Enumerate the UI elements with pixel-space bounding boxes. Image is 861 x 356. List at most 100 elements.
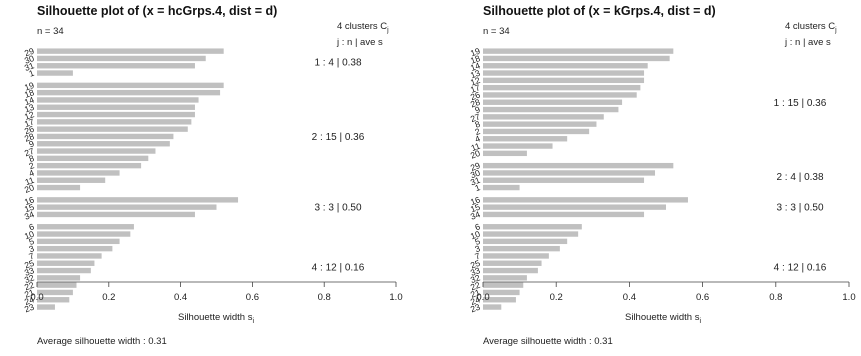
silhouette-bar bbox=[483, 224, 582, 230]
x-tick-label: 0.4 bbox=[174, 292, 187, 303]
row-label: 23 bbox=[469, 302, 482, 315]
silhouette-bar bbox=[37, 282, 77, 288]
row-label: 26 bbox=[23, 124, 36, 137]
silhouette-bar bbox=[483, 114, 604, 120]
row-label: 20 bbox=[23, 182, 36, 195]
x-tick-label: 0.2 bbox=[550, 292, 563, 303]
row-label: 8 bbox=[28, 153, 36, 164]
silhouette-bar bbox=[37, 197, 239, 203]
silhouette-bar bbox=[37, 297, 70, 303]
silhouette-bar bbox=[37, 133, 174, 140]
row-label: 5 bbox=[474, 236, 482, 247]
silhouette-bar bbox=[483, 177, 645, 183]
row-label: 17 bbox=[469, 82, 482, 95]
average-silhouette-width: Average silhouette width : 0.31 bbox=[37, 336, 167, 347]
silhouette-panel-hc: Silhouette plot of (x = hcGrps.4, dist =… bbox=[0, 0, 430, 356]
row-label: 9 bbox=[28, 138, 36, 149]
n-label: n = 34 bbox=[37, 26, 64, 37]
cluster-label: 3 : 3 | 0.50 bbox=[314, 203, 362, 214]
chart-title: Silhouette plot of (x = hcGrps.4, dist =… bbox=[37, 4, 277, 18]
row-label: 26 bbox=[469, 89, 482, 102]
cluster-label: 1 : 4 | 0.38 bbox=[314, 58, 362, 69]
row-label: 29 bbox=[23, 46, 36, 59]
silhouette-bar bbox=[483, 297, 516, 303]
row-label: 33 bbox=[23, 265, 36, 278]
silhouette-bar bbox=[483, 267, 538, 274]
silhouette-bar bbox=[37, 148, 156, 154]
row-label: 27 bbox=[469, 111, 482, 124]
chart-title: Silhouette plot of (x = kGrps.4, dist = … bbox=[483, 4, 716, 18]
silhouette-bar bbox=[483, 121, 597, 127]
silhouette-bar bbox=[37, 48, 224, 54]
cluster-label: 1 : 15 | 0.36 bbox=[774, 98, 827, 109]
cluster-label: 2 : 4 | 0.38 bbox=[776, 172, 824, 183]
average-silhouette-width: Average silhouette width : 0.31 bbox=[483, 336, 613, 347]
clusters-subheader: j : n | ave s bbox=[784, 37, 831, 48]
row-label: 6 bbox=[474, 221, 482, 232]
silhouette-bar bbox=[483, 77, 645, 84]
cluster-label: 3 : 3 | 0.50 bbox=[776, 203, 824, 214]
x-tick-label: 0.6 bbox=[246, 292, 259, 303]
silhouette-bar bbox=[37, 267, 91, 274]
row-label: 12 bbox=[23, 109, 36, 122]
row-label: 32 bbox=[23, 272, 36, 285]
row-label: 23 bbox=[23, 302, 36, 315]
silhouette-bar bbox=[37, 224, 134, 230]
silhouette-bar bbox=[483, 238, 568, 245]
silhouette-chart-k: Silhouette plot of (x = kGrps.4, dist = … bbox=[469, 4, 856, 347]
row-label: 20 bbox=[469, 148, 482, 161]
silhouette-bar bbox=[37, 126, 188, 132]
silhouette-bar bbox=[37, 304, 55, 310]
n-label: n = 34 bbox=[483, 26, 510, 37]
silhouette-bar bbox=[483, 282, 524, 288]
silhouette-bar bbox=[37, 162, 142, 169]
row-label: 32 bbox=[469, 272, 482, 285]
silhouette-bar bbox=[483, 136, 568, 142]
x-tick-label: 0.6 bbox=[696, 292, 709, 303]
row-label: 2 bbox=[28, 160, 36, 171]
silhouette-bar bbox=[37, 184, 81, 191]
row-labels: 2930311191814131217262892782411201615346… bbox=[23, 46, 36, 315]
x-tick-label: 1.0 bbox=[842, 292, 855, 303]
row-label: 16 bbox=[469, 194, 482, 207]
x-axis: 0.0 0.2 0.4 0.6 0.8 1.0 bbox=[30, 281, 403, 303]
silhouette-panel-k: Silhouette plot of (x = kGrps.4, dist = … bbox=[431, 0, 861, 356]
row-label: 4 bbox=[474, 133, 482, 144]
silhouette-bar bbox=[37, 231, 131, 237]
row-label: 25 bbox=[23, 258, 36, 271]
row-label: 28 bbox=[23, 131, 36, 144]
row-label: 3 bbox=[28, 243, 36, 254]
silhouette-bar bbox=[483, 55, 670, 62]
silhouette-bar bbox=[483, 253, 549, 259]
row-label: 21 bbox=[23, 287, 36, 300]
silhouette-bar bbox=[483, 260, 542, 266]
silhouette-bar bbox=[483, 170, 656, 176]
row-label: 12 bbox=[469, 75, 482, 88]
cluster-label: 2 : 15 | 0.36 bbox=[312, 132, 365, 143]
row-label: 34 bbox=[23, 209, 36, 222]
silhouette-bar bbox=[483, 99, 623, 105]
silhouette-bar bbox=[483, 231, 579, 237]
row-label: 1 bbox=[474, 182, 482, 193]
row-label: 10 bbox=[469, 229, 482, 242]
silhouette-bar bbox=[37, 155, 149, 162]
silhouette-bar bbox=[483, 204, 666, 210]
x-tick-label: 0.0 bbox=[476, 292, 489, 303]
row-label: 19 bbox=[469, 46, 482, 59]
row-label: 18 bbox=[23, 87, 36, 100]
silhouette-bar bbox=[37, 238, 120, 245]
silhouette-bar bbox=[37, 70, 73, 76]
row-label: 10 bbox=[23, 229, 36, 242]
row-label: 17 bbox=[23, 116, 36, 129]
row-label: 7 bbox=[28, 250, 36, 261]
row-label: 13 bbox=[469, 68, 482, 81]
silhouette-bar bbox=[37, 104, 195, 110]
row-label: 22 bbox=[23, 280, 36, 293]
row-label: 15 bbox=[469, 202, 482, 215]
silhouette-bar bbox=[483, 304, 502, 310]
row-label: 24 bbox=[469, 294, 482, 307]
x-tick-label: 0.8 bbox=[318, 292, 331, 303]
silhouette-bar bbox=[37, 141, 170, 147]
row-label: 30 bbox=[469, 167, 482, 180]
x-tick-label: 0.8 bbox=[769, 292, 782, 303]
